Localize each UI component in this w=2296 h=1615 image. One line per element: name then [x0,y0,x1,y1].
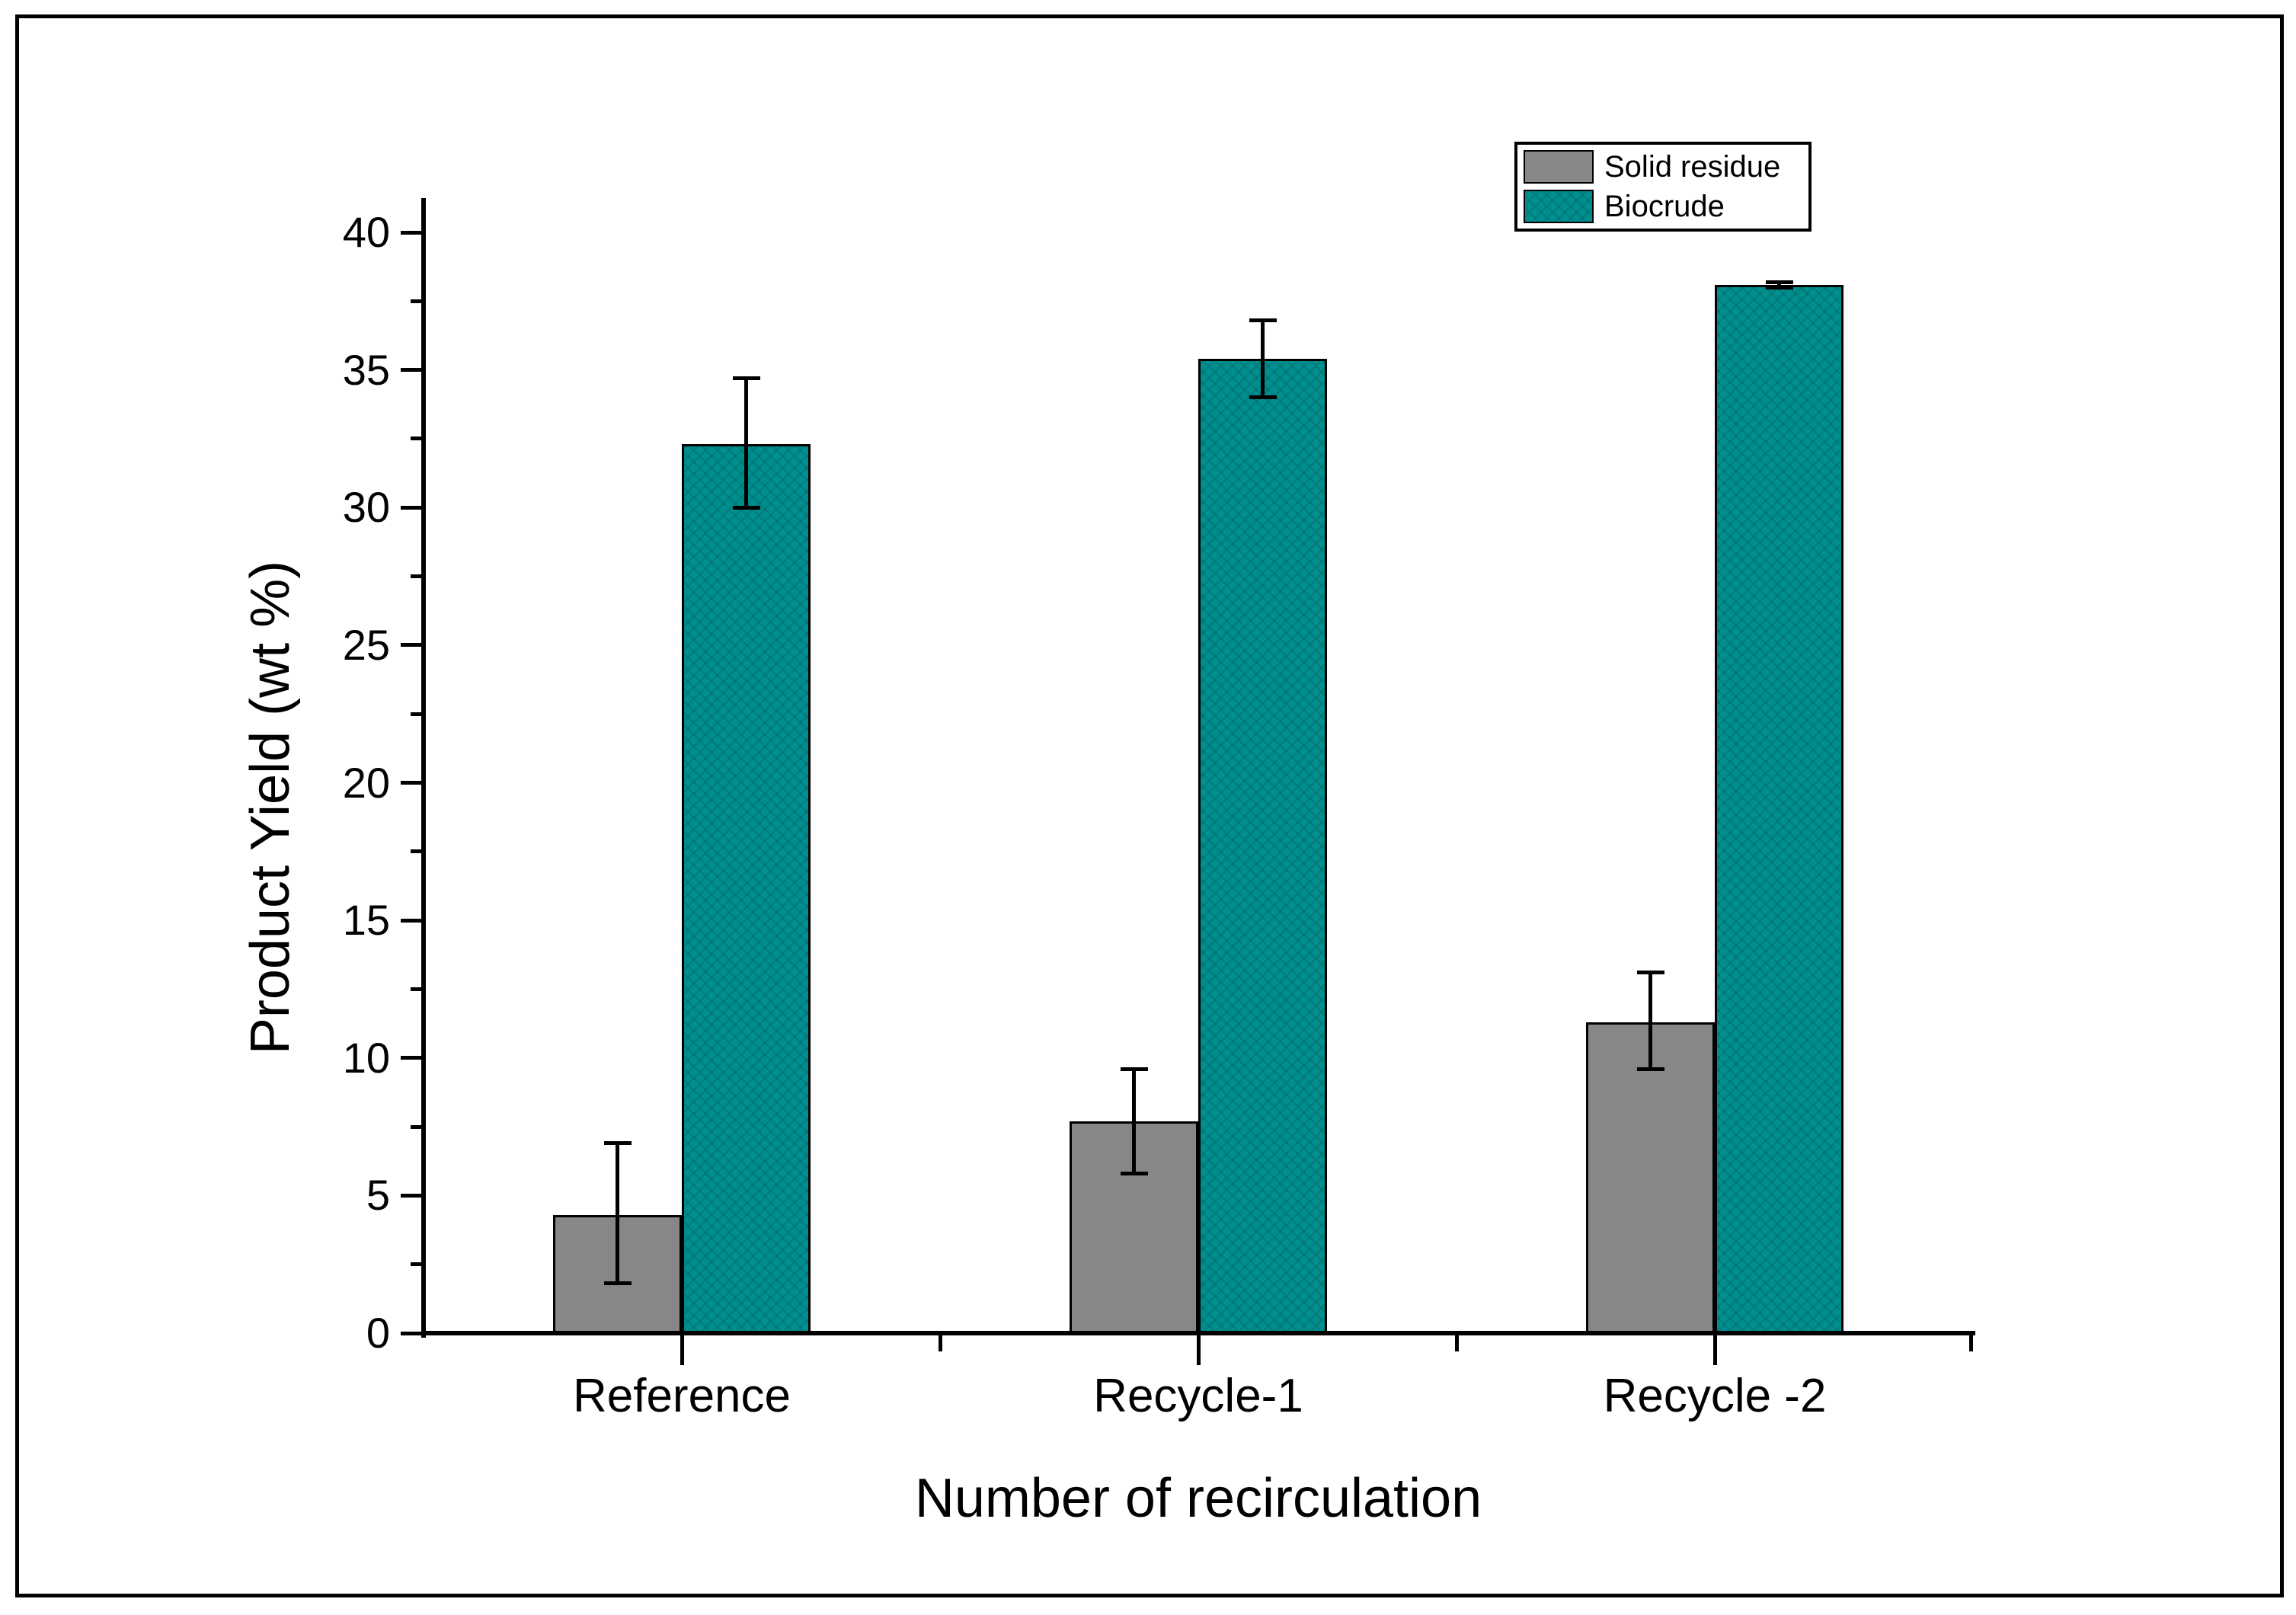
y-major-tick [401,505,424,510]
legend-item-solid-residue: Solid residue [1524,150,1780,184]
y-tick-label: 10 [342,1033,390,1082]
error-bar-cap-bottom-solid-residue-reference [603,1281,632,1286]
legend-label-biocrude: Biocrude [1604,190,1725,223]
y-major-tick [401,643,424,648]
error-bar-cap-top-biocrude-recycle-1 [1249,318,1277,323]
x-minor-tick [938,1333,942,1351]
y-tick-label: 0 [366,1309,390,1357]
y-major-tick [401,918,424,923]
x-major-tick [1712,1333,1717,1365]
y-major-tick [401,1331,424,1335]
y-tick-label: 35 [342,345,390,394]
y-tick-label: 20 [342,758,390,807]
error-bar-cap-bottom-biocrude-reference [732,505,760,510]
bar-biocrude-recycle-2 [1715,284,1844,1333]
y-tick-label: 40 [342,208,390,256]
x-category-label: Recycle -2 [1603,1370,1827,1422]
legend: Solid residue Biocrude [1514,142,1812,232]
y-minor-tick [411,299,424,303]
y-tick-label: 25 [342,620,390,669]
y-minor-tick [411,1262,424,1267]
y-minor-tick [411,849,424,854]
y-major-tick [401,1193,424,1198]
error-bar-cap-top-solid-residue-recycle-1 [1120,1067,1148,1071]
bar-biocrude-recycle-1 [1198,359,1327,1333]
y-minor-tick [411,712,424,716]
error-bar-line-solid-residue-recycle-1 [1132,1069,1136,1174]
x-axis-title: Number of recirculation [914,1468,1482,1529]
error-bar-line-biocrude-reference [744,378,748,508]
x-major-tick [1196,1333,1201,1365]
y-major-tick [401,230,424,235]
error-bar-cap-top-solid-residue-reference [603,1141,632,1146]
y-minor-tick [411,574,424,579]
error-bar-line-biocrude-recycle-2 [1777,282,1781,288]
x-axis-end-tick [1969,1333,1973,1351]
legend-item-biocrude: Biocrude [1524,190,1725,223]
y-major-tick [401,368,424,373]
error-bar-cap-bottom-biocrude-recycle-1 [1249,395,1277,400]
bar-biocrude-reference [682,444,811,1333]
y-axis-line [421,198,426,1338]
x-category-label: Reference [572,1370,791,1422]
error-bar-line-biocrude-recycle-1 [1261,320,1265,398]
error-bar-cap-bottom-solid-residue-recycle-1 [1120,1171,1148,1175]
legend-swatch-solid-residue [1524,150,1594,184]
error-bar-cap-top-solid-residue-recycle-2 [1636,971,1664,975]
x-category-label: Recycle-1 [1093,1370,1303,1422]
y-tick-label: 5 [366,1171,390,1220]
x-minor-tick [1454,1333,1459,1351]
y-tick-label: 30 [342,483,390,532]
y-minor-tick [411,987,424,991]
error-bar-cap-bottom-solid-residue-recycle-2 [1636,1067,1664,1071]
error-bar-line-solid-residue-reference [616,1143,619,1284]
legend-swatch-biocrude [1524,190,1594,223]
bar-solid-residue-recycle-2 [1586,1022,1715,1333]
y-minor-tick [411,437,424,441]
error-bar-cap-bottom-biocrude-recycle-2 [1765,285,1793,289]
figure-border [15,14,2284,1597]
x-axis-line [421,1331,1975,1335]
error-bar-cap-top-biocrude-reference [732,376,760,380]
y-major-tick [401,781,424,785]
y-minor-tick [411,1124,424,1129]
x-major-tick [680,1333,684,1365]
y-major-tick [401,1056,424,1060]
error-bar-cap-top-biocrude-recycle-2 [1765,280,1793,284]
error-bar-line-solid-residue-recycle-2 [1648,972,1652,1070]
legend-label-solid-residue: Solid residue [1604,150,1781,184]
y-tick-label: 15 [342,896,390,945]
